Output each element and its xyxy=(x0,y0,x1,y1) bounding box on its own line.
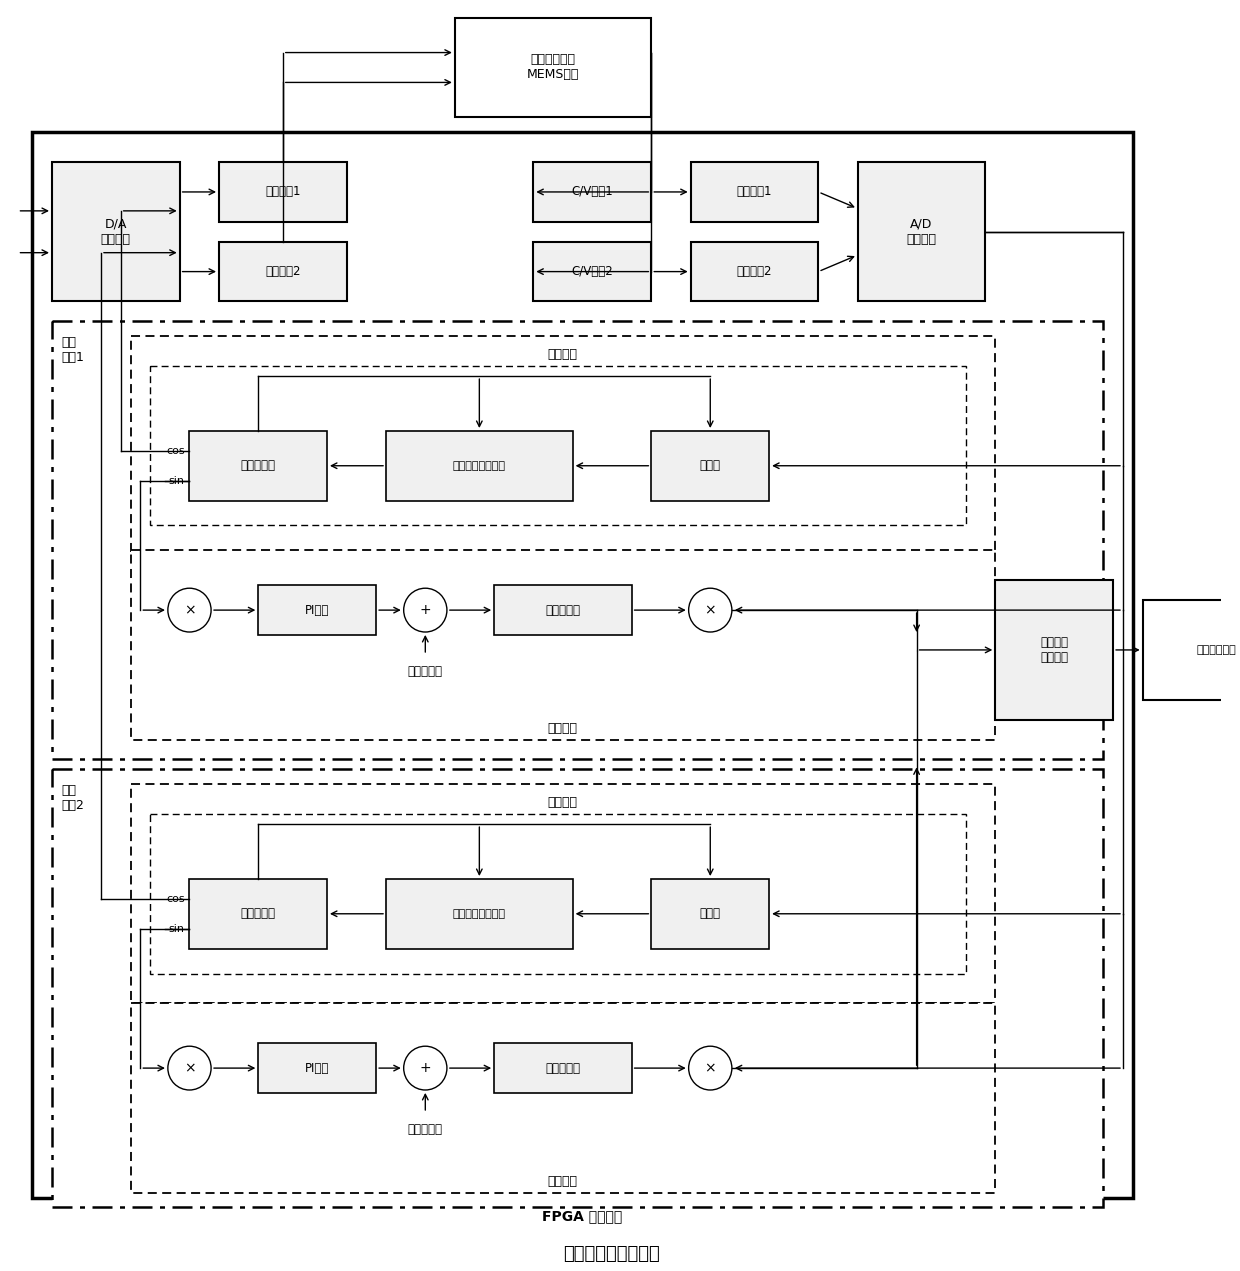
Text: 谐振加速度计
MEMS结构: 谐振加速度计 MEMS结构 xyxy=(527,53,579,81)
Bar xyxy=(150,366,966,525)
Text: 鉴相器: 鉴相器 xyxy=(699,459,720,473)
Bar xyxy=(130,1003,996,1192)
Circle shape xyxy=(688,1046,732,1091)
Text: 频率测量
输出模块: 频率测量 输出模块 xyxy=(1040,636,1068,663)
Bar xyxy=(130,550,996,740)
Text: 自适应闭环测量系统: 自适应闭环测量系统 xyxy=(564,1246,661,1263)
Text: ×: × xyxy=(184,604,195,618)
Text: 低通滤波器: 低通滤波器 xyxy=(546,604,580,616)
Bar xyxy=(190,880,327,948)
Text: 滤波电路2: 滤波电路2 xyxy=(737,266,773,278)
Text: sin: sin xyxy=(169,475,185,486)
Text: 数控振荡器: 数控振荡器 xyxy=(241,907,275,920)
Bar xyxy=(455,18,651,117)
Circle shape xyxy=(688,588,732,632)
Bar xyxy=(150,815,966,974)
Text: 通信接口模块: 通信接口模块 xyxy=(1197,644,1236,655)
Text: FPGA 测量单元: FPGA 测量单元 xyxy=(542,1210,622,1224)
Bar xyxy=(533,163,651,222)
Text: 驱动接口2: 驱动接口2 xyxy=(265,266,300,278)
Text: +: + xyxy=(419,1061,432,1075)
Text: 幅值控制: 幅值控制 xyxy=(548,722,578,735)
Bar xyxy=(130,337,996,555)
Bar xyxy=(1142,600,1240,700)
Text: +: + xyxy=(407,1066,414,1077)
Bar xyxy=(130,784,996,1003)
Bar xyxy=(52,322,1104,760)
Text: ×: × xyxy=(704,1061,715,1075)
Bar xyxy=(651,880,769,948)
Bar xyxy=(52,163,180,301)
Bar xyxy=(386,431,573,501)
Text: +: + xyxy=(419,604,432,618)
Text: PI控制: PI控制 xyxy=(305,1061,330,1074)
Bar xyxy=(494,585,631,636)
Text: 幅值参考值: 幅值参考值 xyxy=(408,1122,443,1136)
Bar xyxy=(258,1043,376,1093)
Text: 自适应环路滤波器: 自适应环路滤波器 xyxy=(453,909,506,919)
Text: -: - xyxy=(427,619,430,632)
Text: ×: × xyxy=(704,604,715,618)
Bar xyxy=(386,880,573,948)
Bar xyxy=(651,431,769,501)
Text: 控制
单元2: 控制 单元2 xyxy=(62,784,84,812)
Bar xyxy=(494,1043,631,1093)
Bar xyxy=(190,431,327,501)
Text: sin: sin xyxy=(169,924,185,934)
Text: -: - xyxy=(427,1077,430,1089)
Circle shape xyxy=(167,1046,211,1091)
Text: 幅值控制: 幅值控制 xyxy=(548,1174,578,1187)
Text: A/D
转换模块: A/D 转换模块 xyxy=(906,217,936,245)
Bar xyxy=(533,241,651,301)
Text: PI控制: PI控制 xyxy=(305,604,330,616)
Text: 数控振荡器: 数控振荡器 xyxy=(241,459,275,473)
Text: C/V电路2: C/V电路2 xyxy=(572,266,614,278)
Text: 滤波电路1: 滤波电路1 xyxy=(737,186,773,198)
Circle shape xyxy=(404,588,446,632)
Text: 频率控制: 频率控制 xyxy=(548,797,578,810)
Text: 控制
单元1: 控制 单元1 xyxy=(62,337,84,365)
Text: cos: cos xyxy=(166,894,185,904)
Text: 驱动接口1: 驱动接口1 xyxy=(265,186,300,198)
Bar xyxy=(858,163,986,301)
Text: +: + xyxy=(407,608,414,618)
Text: 自适应环路滤波器: 自适应环路滤波器 xyxy=(453,461,506,470)
Circle shape xyxy=(404,1046,446,1091)
Text: C/V电路1: C/V电路1 xyxy=(572,186,614,198)
Text: D/A
转换模块: D/A 转换模块 xyxy=(100,217,130,245)
Text: 频率控制: 频率控制 xyxy=(548,348,578,361)
Bar xyxy=(52,769,1104,1207)
Text: ×: × xyxy=(184,1061,195,1075)
Text: 幅值参考值: 幅值参考值 xyxy=(408,665,443,677)
Bar xyxy=(691,241,818,301)
Text: cos: cos xyxy=(166,446,185,456)
Bar xyxy=(996,581,1114,719)
Bar xyxy=(32,132,1133,1197)
Bar xyxy=(219,241,347,301)
Text: 鉴相器: 鉴相器 xyxy=(699,907,720,920)
Bar xyxy=(691,163,818,222)
Bar xyxy=(219,163,347,222)
Circle shape xyxy=(167,588,211,632)
Bar xyxy=(258,585,376,636)
Text: 低通滤波器: 低通滤波器 xyxy=(546,1061,580,1074)
